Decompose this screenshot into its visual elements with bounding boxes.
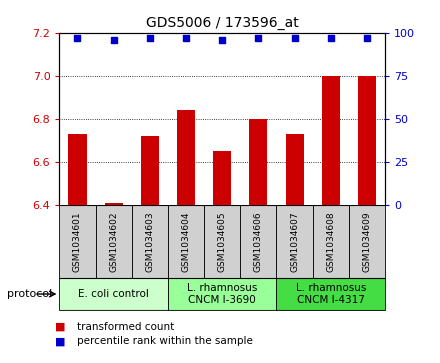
Title: GDS5006 / 173596_at: GDS5006 / 173596_at xyxy=(146,16,299,30)
Text: GSM1034608: GSM1034608 xyxy=(326,211,335,272)
Text: ■: ■ xyxy=(55,336,66,346)
Bar xyxy=(249,119,268,205)
Text: L. rhamnosus
CNCM I-4317: L. rhamnosus CNCM I-4317 xyxy=(296,283,366,305)
Point xyxy=(183,35,190,41)
Point xyxy=(74,35,81,41)
Bar xyxy=(240,205,276,278)
Point xyxy=(291,35,298,41)
Text: ■: ■ xyxy=(55,322,66,332)
Text: GSM1034604: GSM1034604 xyxy=(182,211,191,272)
Point xyxy=(363,35,370,41)
Text: E. coli control: E. coli control xyxy=(78,289,149,299)
Point xyxy=(110,37,117,42)
Point xyxy=(219,37,226,42)
Text: GSM1034606: GSM1034606 xyxy=(254,211,263,272)
Point xyxy=(255,35,262,41)
Bar xyxy=(349,205,385,278)
Text: GSM1034607: GSM1034607 xyxy=(290,211,299,272)
Bar xyxy=(204,205,240,278)
Text: GSM1034602: GSM1034602 xyxy=(109,211,118,272)
Point xyxy=(147,35,154,41)
Text: transformed count: transformed count xyxy=(77,322,174,332)
Bar xyxy=(276,205,313,278)
Text: GSM1034603: GSM1034603 xyxy=(145,211,154,272)
Text: GSM1034605: GSM1034605 xyxy=(218,211,227,272)
Point xyxy=(327,35,334,41)
Text: L. rhamnosus
CNCM I-3690: L. rhamnosus CNCM I-3690 xyxy=(187,283,257,305)
Bar xyxy=(213,151,231,205)
Bar xyxy=(59,278,168,310)
Bar xyxy=(358,76,376,205)
Bar xyxy=(95,205,132,278)
Bar xyxy=(141,136,159,205)
Bar xyxy=(177,110,195,205)
Bar xyxy=(322,76,340,205)
Text: GSM1034609: GSM1034609 xyxy=(363,211,371,272)
Bar xyxy=(69,134,87,205)
Bar xyxy=(132,205,168,278)
Bar xyxy=(286,134,304,205)
Bar xyxy=(276,278,385,310)
Bar xyxy=(168,278,276,310)
Bar xyxy=(313,205,349,278)
Bar xyxy=(168,205,204,278)
Text: protocol: protocol xyxy=(7,289,52,299)
Bar xyxy=(105,203,123,205)
Text: percentile rank within the sample: percentile rank within the sample xyxy=(77,336,253,346)
Text: GSM1034601: GSM1034601 xyxy=(73,211,82,272)
Bar xyxy=(59,205,95,278)
